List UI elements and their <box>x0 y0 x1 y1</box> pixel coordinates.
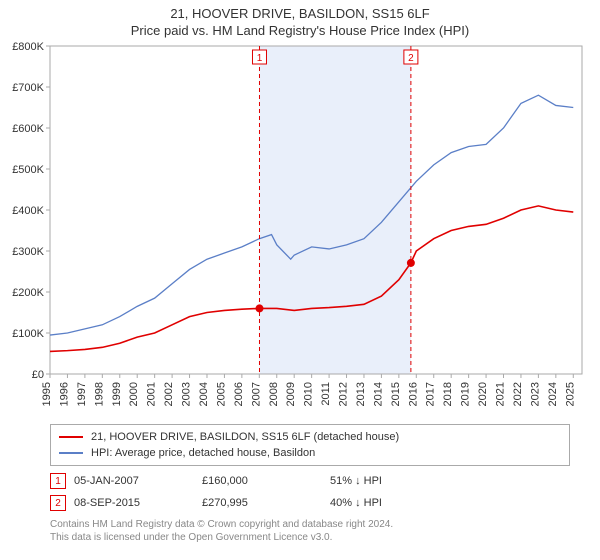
svg-text:£100K: £100K <box>12 328 44 340</box>
svg-text:2020: 2020 <box>477 382 489 406</box>
sale-price: £160,000 <box>202 475 322 487</box>
sale-marker-2: 2 <box>50 495 66 511</box>
svg-text:1997: 1997 <box>76 382 88 406</box>
svg-text:2023: 2023 <box>529 382 541 406</box>
sale-marker-1: 1 <box>50 473 66 489</box>
footer-line2: This data is licensed under the Open Gov… <box>50 531 570 544</box>
svg-text:2008: 2008 <box>268 382 280 406</box>
svg-text:2014: 2014 <box>372 382 384 406</box>
legend-swatch-hpi <box>59 452 83 454</box>
svg-text:2013: 2013 <box>355 382 367 406</box>
svg-text:2001: 2001 <box>146 382 158 406</box>
svg-text:2007: 2007 <box>250 382 262 406</box>
sale-date: 05-JAN-2007 <box>74 475 194 487</box>
legend-label-hpi: HPI: Average price, detached house, Basi… <box>91 445 315 461</box>
svg-text:1995: 1995 <box>41 382 53 406</box>
sale-pct: 51% ↓ HPI <box>330 475 450 487</box>
svg-text:2003: 2003 <box>181 382 193 406</box>
sale-row: 2 08-SEP-2015 £270,995 40% ↓ HPI <box>50 492 570 514</box>
svg-text:2025: 2025 <box>564 382 576 406</box>
svg-text:£500K: £500K <box>12 164 44 176</box>
svg-text:1999: 1999 <box>111 382 123 406</box>
footer-line1: Contains HM Land Registry data © Crown c… <box>50 518 570 531</box>
svg-text:1996: 1996 <box>58 382 70 406</box>
chart-title-line2: Price paid vs. HM Land Registry's House … <box>0 21 600 38</box>
svg-text:£400K: £400K <box>12 205 44 217</box>
svg-text:£600K: £600K <box>12 123 44 135</box>
svg-text:2011: 2011 <box>320 382 332 406</box>
chart-container: £0 £100K £200K £300K £400K £500K £600K £700K £80… <box>0 38 600 418</box>
sale-pct: 40% ↓ HPI <box>330 497 450 509</box>
sale-row: 1 05-JAN-2007 £160,000 51% ↓ HPI <box>50 470 570 492</box>
legend-item-hpi: HPI: Average price, detached house, Basi… <box>59 445 561 461</box>
svg-text:2: 2 <box>408 53 414 64</box>
legend-label-price-paid: 21, HOOVER DRIVE, BASILDON, SS15 6LF (de… <box>91 429 399 445</box>
svg-text:2006: 2006 <box>233 382 245 406</box>
svg-text:2024: 2024 <box>547 382 559 406</box>
svg-text:1998: 1998 <box>93 382 105 406</box>
legend-item-price-paid: 21, HOOVER DRIVE, BASILDON, SS15 6LF (de… <box>59 429 561 445</box>
svg-text:2016: 2016 <box>407 382 419 406</box>
svg-text:2005: 2005 <box>215 382 227 406</box>
chart-title-line1: 21, HOOVER DRIVE, BASILDON, SS15 6LF <box>0 0 600 21</box>
svg-text:2004: 2004 <box>198 382 210 406</box>
svg-text:2000: 2000 <box>128 382 140 406</box>
legend-swatch-price-paid <box>59 436 83 438</box>
svg-text:£800K: £800K <box>12 41 44 53</box>
sale-date: 08-SEP-2015 <box>74 497 194 509</box>
legend-box: 21, HOOVER DRIVE, BASILDON, SS15 6LF (de… <box>50 424 570 466</box>
svg-text:2002: 2002 <box>163 382 175 406</box>
svg-text:£200K: £200K <box>12 287 44 299</box>
svg-text:£0: £0 <box>32 369 44 381</box>
svg-text:2019: 2019 <box>460 382 472 406</box>
sales-table: 1 05-JAN-2007 £160,000 51% ↓ HPI 2 08-SE… <box>50 470 570 514</box>
svg-text:2018: 2018 <box>442 382 454 406</box>
svg-text:2022: 2022 <box>512 382 524 406</box>
svg-text:2010: 2010 <box>303 382 315 406</box>
svg-text:1: 1 <box>257 53 263 64</box>
footer-attribution: Contains HM Land Registry data © Crown c… <box>50 518 570 544</box>
svg-text:2012: 2012 <box>338 382 350 406</box>
svg-text:£700K: £700K <box>12 82 44 94</box>
svg-text:2015: 2015 <box>390 382 402 406</box>
svg-text:£300K: £300K <box>12 246 44 258</box>
svg-text:2009: 2009 <box>285 382 297 406</box>
sale-price: £270,995 <box>202 497 322 509</box>
svg-text:2021: 2021 <box>495 382 507 406</box>
price-chart: £0 £100K £200K £300K £400K £500K £600K £700K £80… <box>0 38 600 418</box>
svg-text:2017: 2017 <box>425 382 437 406</box>
